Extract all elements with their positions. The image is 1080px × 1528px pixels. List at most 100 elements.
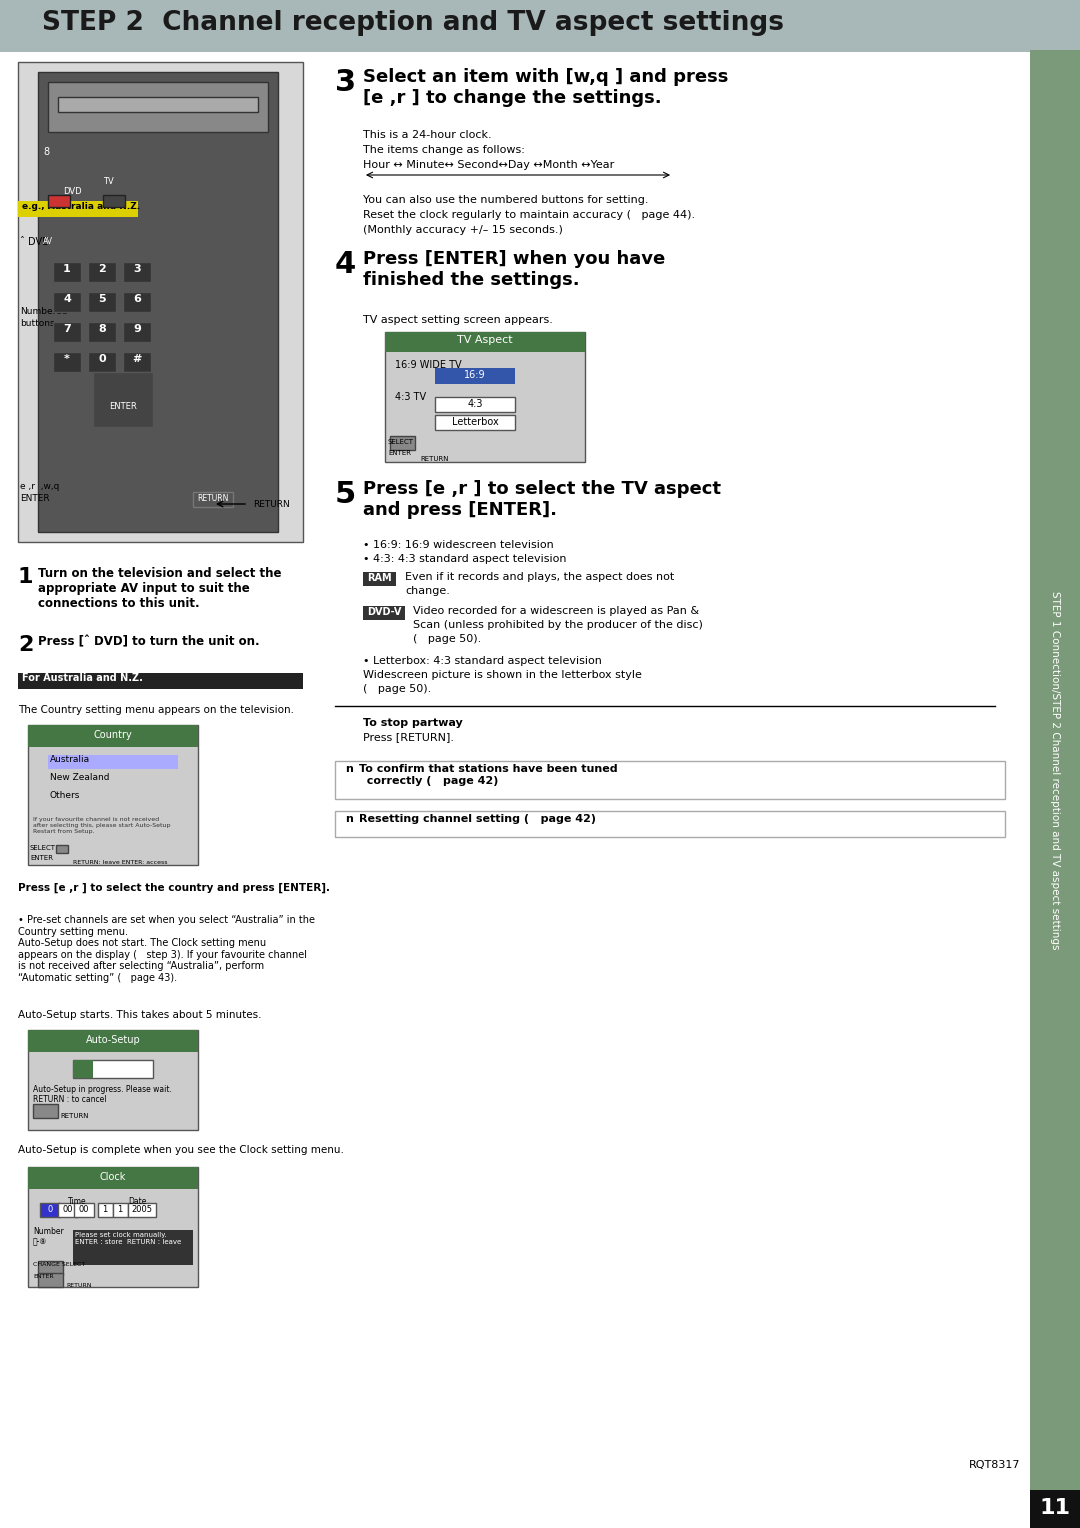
Bar: [87, 292, 116, 312]
Text: n: n: [345, 764, 353, 775]
Bar: [28, 724, 198, 865]
Text: Even if it records and plays, the aspect does not: Even if it records and plays, the aspect…: [405, 571, 674, 582]
Text: Widescreen picture is shown in the letterbox style: Widescreen picture is shown in the lette…: [363, 669, 642, 680]
Bar: [48, 196, 70, 206]
Text: buttons: buttons: [21, 319, 55, 329]
Bar: [87, 322, 116, 342]
Text: RAM: RAM: [367, 573, 391, 584]
Text: 1: 1: [63, 264, 71, 274]
Bar: [28, 1167, 198, 1189]
Bar: [56, 845, 68, 853]
Text: ENTER: ENTER: [388, 451, 411, 455]
Text: Country: Country: [94, 730, 133, 740]
Bar: [384, 332, 585, 351]
Text: Auto-Setup in progress. Please wait.
RETURN : to cancel
►► ►►: Auto-Setup in progress. Please wait. RET…: [33, 1085, 172, 1115]
Bar: [435, 416, 515, 429]
Text: RETURN: leave ENTER: access: RETURN: leave ENTER: access: [73, 860, 167, 865]
Bar: [335, 761, 1005, 799]
Text: 1: 1: [118, 1206, 123, 1215]
Text: ENTER: ENTER: [21, 494, 50, 503]
Text: 00: 00: [63, 1206, 73, 1215]
Text: e.g., Australia and N.Z.: e.g., Australia and N.Z.: [22, 202, 140, 211]
Bar: [28, 724, 198, 747]
Text: • 4:3: 4:3 standard aspect television: • 4:3: 4:3 standard aspect television: [363, 555, 567, 564]
Text: Resetting channel setting (   page 42): Resetting channel setting ( page 42): [359, 814, 596, 824]
Text: change.: change.: [405, 587, 450, 596]
Bar: [38, 1273, 63, 1287]
Text: You can also use the numbered buttons for setting.: You can also use the numbered buttons fo…: [363, 196, 648, 205]
Bar: [53, 351, 81, 371]
Text: CHANGE SELECT: CHANGE SELECT: [33, 1262, 85, 1267]
Text: The Country setting menu appears on the television.: The Country setting menu appears on the …: [18, 704, 294, 715]
Bar: [113, 1203, 129, 1216]
Text: Number
⓪-⑨: Number ⓪-⑨: [33, 1227, 64, 1247]
Text: RETURN: RETURN: [60, 1112, 89, 1118]
Text: 16:9: 16:9: [464, 370, 486, 380]
Text: If your favourite channel is not received
after selecting this, please start Aut: If your favourite channel is not receive…: [33, 817, 171, 834]
Text: AV: AV: [43, 237, 53, 246]
Text: This is a 24-hour clock.: This is a 24-hour clock.: [363, 130, 491, 141]
Text: Reset the clock regularly to maintain accuracy (   page 44).: Reset the clock regularly to maintain ac…: [363, 209, 696, 220]
Bar: [123, 261, 151, 283]
Bar: [33, 1105, 58, 1118]
Bar: [0, 0, 1080, 52]
Text: 8: 8: [98, 324, 106, 335]
Bar: [53, 292, 81, 312]
Text: 5: 5: [98, 293, 106, 304]
Text: TV Aspect: TV Aspect: [457, 335, 513, 345]
Bar: [123, 322, 151, 342]
Text: STEP 1 Connection/STEP 2 Channel reception and TV aspect settings: STEP 1 Connection/STEP 2 Channel recepti…: [1050, 591, 1059, 949]
Bar: [18, 63, 303, 542]
Text: Press [RETURN].: Press [RETURN].: [363, 732, 454, 743]
Text: 4: 4: [63, 293, 71, 304]
Bar: [28, 1030, 198, 1051]
Bar: [53, 322, 81, 342]
Text: SELECT: SELECT: [30, 845, 56, 851]
Bar: [53, 261, 81, 283]
Text: To stop partway: To stop partway: [363, 718, 462, 727]
Text: For Australia and N.Z.: For Australia and N.Z.: [22, 672, 143, 683]
Bar: [87, 261, 116, 283]
Bar: [335, 811, 1005, 837]
Bar: [18, 202, 138, 217]
Bar: [98, 1203, 113, 1216]
Text: SELECT: SELECT: [388, 439, 414, 445]
Text: (   page 50).: ( page 50).: [363, 685, 431, 694]
Bar: [73, 1060, 93, 1077]
Text: 3: 3: [133, 264, 140, 274]
Text: Auto-Setup: Auto-Setup: [85, 1034, 140, 1045]
Text: To confirm that stations have been tuned
  correctly (   page 42): To confirm that stations have been tuned…: [359, 764, 618, 785]
Text: DVD-V: DVD-V: [367, 607, 401, 617]
Text: TV aspect setting screen appears.: TV aspect setting screen appears.: [363, 315, 553, 325]
Text: 00: 00: [79, 1206, 90, 1215]
Text: New Zealand: New Zealand: [50, 773, 109, 782]
Text: 16:9 WIDE TV: 16:9 WIDE TV: [395, 361, 461, 370]
Text: Australia: Australia: [50, 755, 90, 764]
Text: • Letterbox: 4:3 standard aspect television: • Letterbox: 4:3 standard aspect televis…: [363, 656, 602, 666]
Text: (Monthly accuracy +/– 15 seconds.): (Monthly accuracy +/– 15 seconds.): [363, 225, 563, 235]
Bar: [18, 672, 303, 689]
Text: STEP 2  Channel reception and TV aspect settings: STEP 2 Channel reception and TV aspect s…: [42, 11, 784, 37]
Text: 4: 4: [335, 251, 356, 280]
Bar: [103, 196, 125, 206]
Text: RQT8317: RQT8317: [969, 1459, 1020, 1470]
Bar: [28, 1030, 198, 1131]
Text: • 16:9: 16:9 widescreen television: • 16:9: 16:9 widescreen television: [363, 539, 554, 550]
Text: Letterbox: Letterbox: [451, 417, 498, 426]
Text: RETURN: RETURN: [253, 500, 289, 509]
Bar: [363, 607, 405, 620]
Bar: [123, 351, 151, 371]
Bar: [384, 332, 585, 461]
Text: 0: 0: [48, 1206, 53, 1215]
Text: Select an item with [w,q ] and press
[e ,r ] to change the settings.: Select an item with [w,q ] and press [e …: [363, 69, 728, 107]
Bar: [363, 571, 396, 587]
Text: Press [ENTER] when you have
finished the settings.: Press [ENTER] when you have finished the…: [363, 251, 665, 289]
Text: ˆ DVD: ˆ DVD: [21, 237, 50, 248]
Text: ENTER: ENTER: [33, 1274, 54, 1279]
Text: Video recorded for a widescreen is played as Pan &: Video recorded for a widescreen is playe…: [413, 607, 699, 616]
Bar: [48, 755, 178, 769]
Bar: [58, 96, 258, 112]
Text: ENTER: ENTER: [30, 856, 53, 860]
Bar: [75, 1203, 94, 1216]
Text: e ,r  ,w,q: e ,r ,w,q: [21, 481, 59, 490]
